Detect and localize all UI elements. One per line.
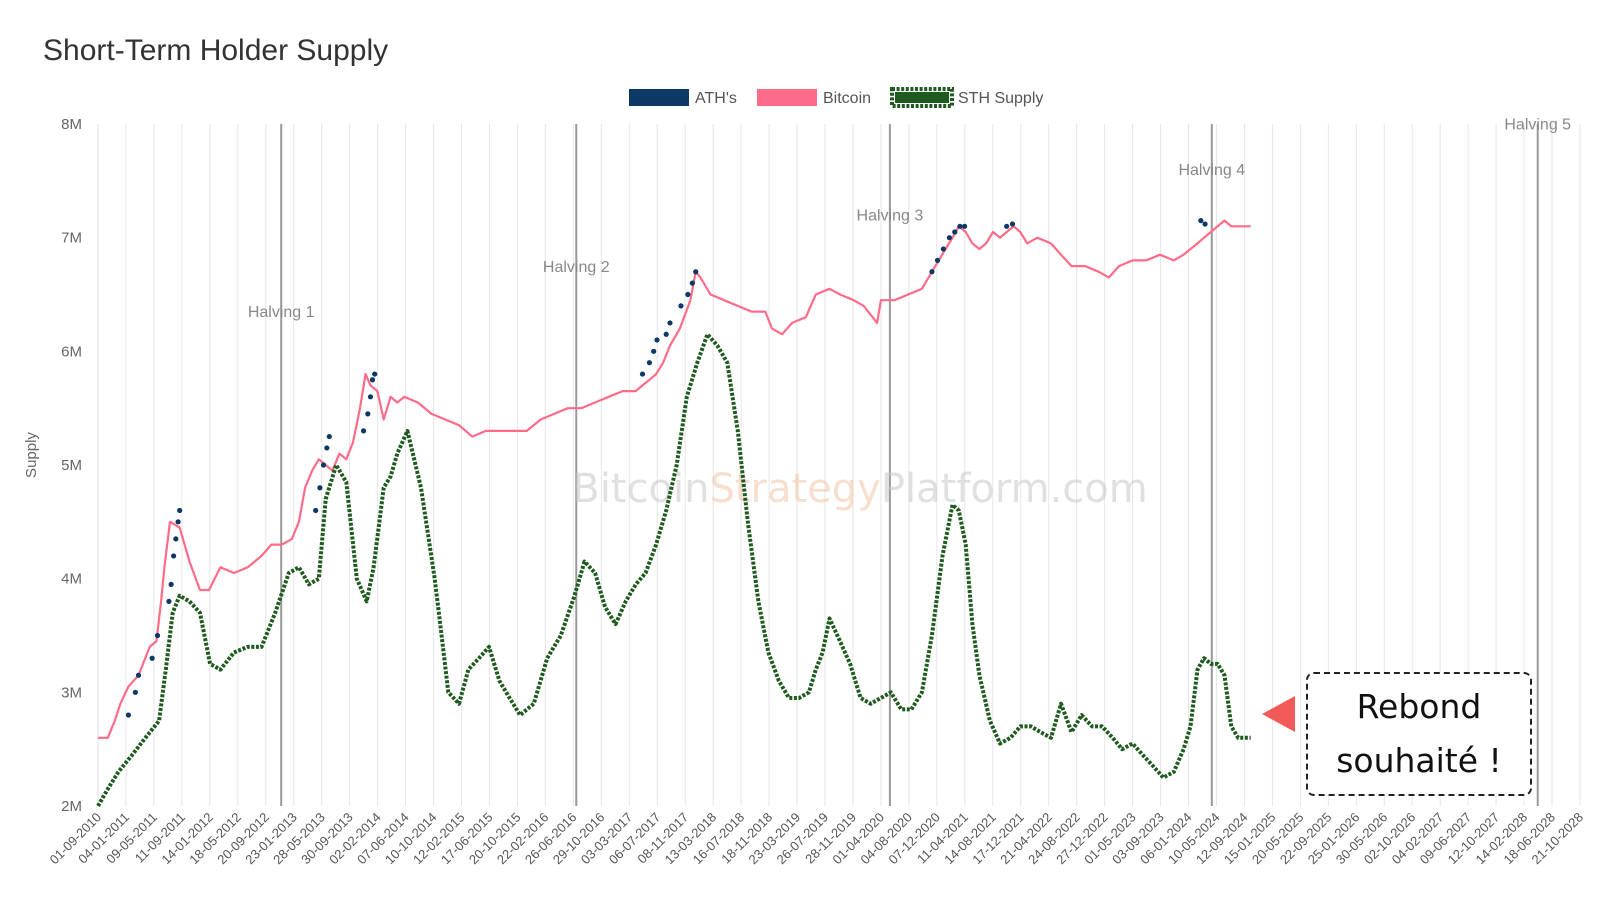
ath-point (369, 377, 376, 383)
ath-point (135, 672, 142, 678)
y-tick-label: 4M (61, 571, 82, 588)
watermark-part-strategy: Strategy (709, 466, 880, 512)
ath-point (693, 269, 699, 275)
halving-label: Halving 3 (857, 208, 924, 225)
annotation-line-2: souhaité ! (1336, 741, 1502, 780)
grid-layer (97, 124, 1581, 806)
annotation-line-1: Rebond (1356, 687, 1482, 726)
ath-point (940, 246, 946, 252)
legend-ath-swatch (629, 89, 689, 106)
legend-ath-label: ATH's (695, 90, 737, 107)
y-tick-label: 5M (61, 457, 82, 474)
ath-point (929, 269, 935, 275)
legend-bitcoin-swatch (757, 89, 817, 106)
ath-point (685, 291, 691, 298)
legend-bitcoin-label: Bitcoin (823, 90, 871, 107)
ath-point (689, 280, 695, 286)
watermark-part-bitcoin: Bitcoin (572, 466, 709, 512)
callout-arrow (1262, 696, 1295, 732)
ath-point (177, 507, 183, 514)
ath-point (154, 632, 161, 639)
ath-point (367, 394, 374, 400)
ath-point (651, 348, 657, 354)
ath-point (667, 320, 673, 326)
halving-label: Halving 4 (1178, 162, 1245, 179)
ath-point (646, 360, 653, 366)
ath-point (1198, 218, 1204, 224)
ath-point (678, 303, 684, 309)
ath-point (326, 433, 332, 440)
ath-point (166, 598, 172, 605)
halving-label: Halving 5 (1504, 117, 1571, 134)
ath-point (957, 223, 963, 229)
ath-point (1009, 221, 1016, 227)
ath-point (952, 229, 958, 235)
ath-point (934, 257, 941, 263)
watermark: BitcoinStrategyPlatform.com (572, 466, 1147, 512)
ath-point (360, 428, 367, 434)
ath-point (372, 371, 378, 377)
legend-sth-supply-label: STH Supply (958, 90, 1043, 107)
series-layer (96, 218, 1251, 807)
ath-point (132, 689, 138, 695)
ath-point (175, 519, 181, 525)
ath-point (654, 337, 660, 343)
annotation-callout: Rebond souhaité ! (1306, 672, 1532, 796)
legend-sth-supply-swatch-fill (895, 92, 949, 103)
chart-title: Short-Term Holder Supply (43, 34, 389, 67)
y-tick-label: 2M (61, 798, 82, 815)
ath-point (663, 331, 669, 337)
ath-point (320, 462, 327, 468)
ath-point (125, 712, 132, 718)
ath-point (962, 223, 968, 229)
bitcoin-line (98, 219, 1251, 739)
ath-point (1202, 221, 1208, 227)
watermark-part-platform: Platform.com (881, 466, 1148, 512)
ath-point (168, 581, 174, 587)
ath-point (171, 553, 177, 559)
ath-point (317, 485, 323, 491)
ath-point (365, 411, 371, 417)
y-tick-label: 7M (61, 230, 82, 247)
sth-supply-line (96, 332, 1251, 807)
ath-point (324, 445, 330, 451)
ath-point (946, 235, 952, 241)
y-tick-label: 8M (61, 116, 82, 133)
y-tick-label: 6M (61, 343, 82, 360)
ath-point (1004, 223, 1010, 229)
ath-point (173, 536, 179, 542)
halving-label: Halving 1 (248, 304, 315, 321)
y-axis-label: Supply (23, 432, 40, 478)
ath-point (639, 371, 646, 377)
ath-point (313, 507, 319, 514)
legend: ATH's Bitcoin STH Supply (629, 87, 1043, 108)
halving-label: Halving 2 (543, 259, 610, 276)
y-tick-label: 3M (61, 684, 82, 701)
ath-point (149, 655, 155, 661)
